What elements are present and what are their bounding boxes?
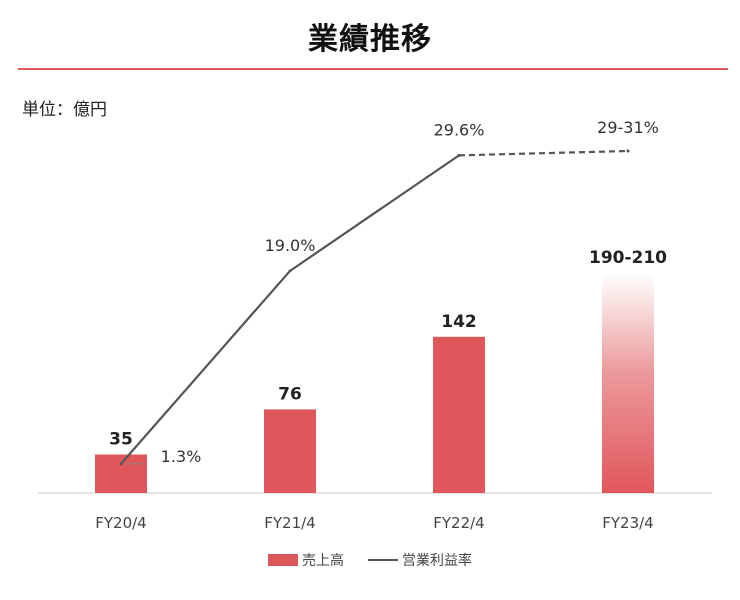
bar-FY20/4 — [95, 454, 147, 493]
bar-value-label: 190-210 — [589, 248, 667, 268]
legend-swatch-bar — [268, 554, 298, 566]
value-labels: 35 76 142 190-210 1.3% 19.0% 29.6% 29-31% — [109, 118, 667, 466]
legend-label-bar: 売上高 — [302, 553, 344, 569]
legend-item-bar: 売上高 — [268, 550, 344, 570]
x-tick-label: FY20/4 — [95, 514, 146, 532]
title-underline — [18, 68, 728, 70]
line-value-label: 1.3% — [161, 447, 202, 466]
line-value-label: 29-31% — [597, 118, 659, 137]
line-point — [457, 153, 461, 157]
bar-FY21/4 — [264, 409, 316, 493]
line-point — [119, 462, 123, 466]
bar-value-label: 35 — [109, 430, 133, 450]
bar-FY22/4 — [433, 336, 485, 493]
bar-value-label: 142 — [441, 312, 477, 332]
bar-series — [95, 273, 654, 493]
x-tick-label: FY23/4 — [602, 514, 653, 532]
legend: 売上高 営業利益率 — [0, 550, 740, 570]
legend-item-line: 営業利益率 — [368, 550, 472, 570]
x-tick-labels: FY20/4 FY21/4 FY22/4 FY23/4 — [95, 514, 653, 532]
x-tick-label: FY21/4 — [264, 514, 315, 532]
bar-FY23/4 — [602, 273, 654, 493]
line-value-label: 19.0% — [265, 236, 316, 255]
line-value-label: 29.6% — [434, 120, 485, 139]
line-series — [119, 149, 630, 466]
line-point — [288, 269, 292, 273]
line-point — [626, 149, 630, 153]
bar-value-label: 76 — [278, 384, 302, 404]
page-title: 業績推移 — [308, 22, 432, 57]
line-forecast — [458, 149, 629, 157]
unit-label: 単位：億円 — [22, 100, 107, 120]
x-tick-label: FY22/4 — [433, 514, 484, 532]
legend-label-line: 営業利益率 — [402, 553, 472, 569]
legend-swatch-line — [368, 559, 398, 561]
